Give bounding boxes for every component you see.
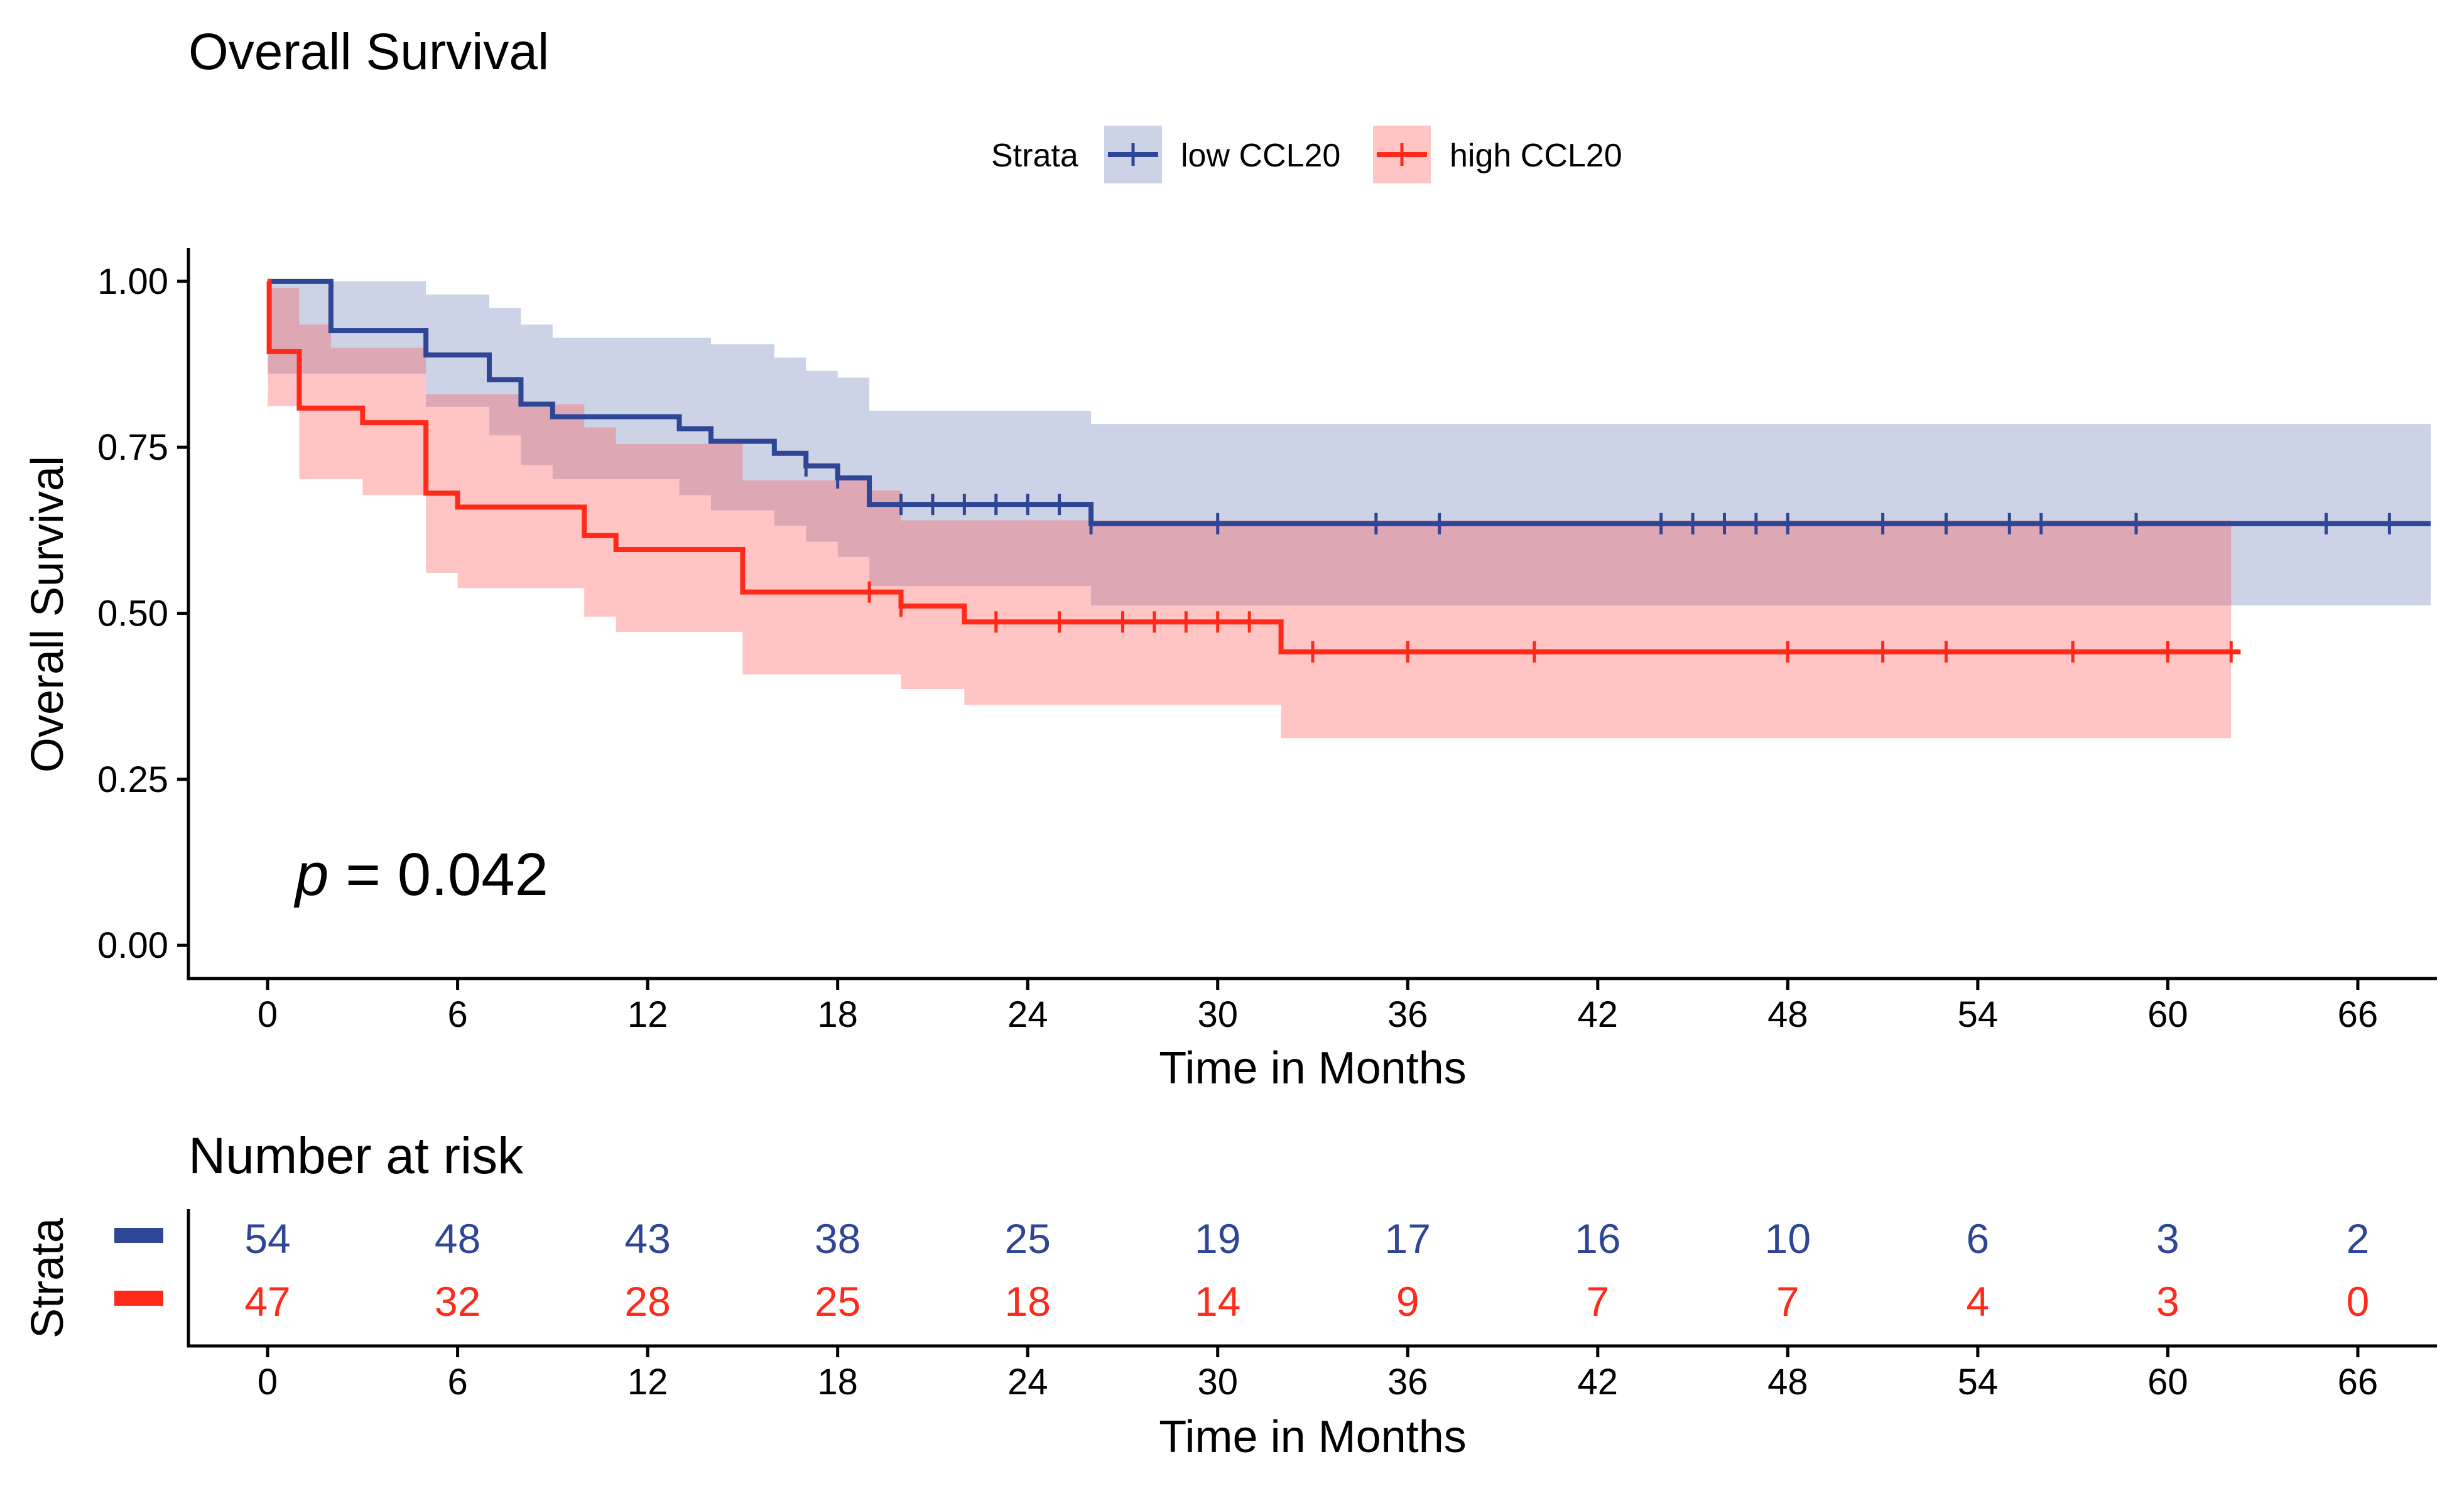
confidence-bands: [268, 281, 2431, 739]
x-tick-label: 42: [1578, 994, 1619, 1035]
survival-line-low-ccl20: [268, 278, 2431, 526]
legend: Strata low CCL20 high CCL20: [991, 126, 1622, 183]
legend-label-low-ccl20: low CCL20: [1181, 138, 1340, 174]
risk-value-high-ccl20: 25: [815, 1278, 860, 1325]
risk-x-ticks: 0 6 12 18 24 30 36 42 48 54 60 66: [258, 1346, 2378, 1402]
x-tick-label: 36: [1387, 994, 1428, 1035]
risk-value-low-ccl20: 10: [1765, 1215, 1811, 1262]
risk-value-low-ccl20: 17: [1385, 1215, 1431, 1262]
y-tick-label: 1.00: [97, 261, 168, 302]
x-tick-label: 48: [1767, 1362, 1808, 1402]
x-tick-label: 36: [1387, 1362, 1428, 1402]
risk-value-high-ccl20: 7: [1586, 1278, 1609, 1325]
p-value-symbol: p: [293, 841, 328, 908]
risk-value-low-ccl20: 48: [435, 1215, 480, 1262]
x-tick-label: 54: [1958, 994, 1999, 1035]
x-tick-label: 18: [817, 1362, 858, 1402]
risk-value-high-ccl20: 0: [2347, 1278, 2370, 1325]
y-tick-label: 0.50: [97, 594, 168, 634]
risk-value-low-ccl20: 19: [1195, 1215, 1240, 1262]
y-tick-label: 0.00: [97, 925, 168, 966]
x-tick-label: 6: [447, 1362, 467, 1402]
y-tick-label: 0.75: [97, 427, 168, 468]
risk-value-high-ccl20: 3: [2156, 1278, 2179, 1325]
risk-y-axis-title: Strata: [23, 1217, 73, 1338]
x-tick-label: 12: [627, 994, 668, 1035]
x-tick-label: 30: [1197, 994, 1238, 1035]
risk-value-high-ccl20: 18: [1004, 1278, 1050, 1325]
x-tick-label: 60: [2147, 1362, 2188, 1402]
x-tick-label: 60: [2147, 994, 2188, 1035]
x-tick-label: 66: [2338, 994, 2379, 1035]
survival-curves: [266, 278, 2431, 654]
risk-x-axis-title: Time in Months: [1159, 1412, 1466, 1462]
risk-value-high-ccl20: 9: [1396, 1278, 1419, 1325]
x-tick-label: 0: [258, 994, 278, 1035]
x-tick-label: 54: [1958, 1362, 1999, 1402]
risk-value-low-ccl20: 6: [1967, 1215, 1990, 1262]
risk-key-low-ccl20: [114, 1228, 163, 1243]
risk-value-high-ccl20: 32: [435, 1278, 480, 1325]
risk-strata-keys: [114, 1228, 163, 1306]
x-tick-label: 0: [258, 1362, 278, 1402]
x-tick-label: 66: [2338, 1362, 2379, 1402]
risk-value-high-ccl20: 28: [624, 1278, 670, 1325]
x-tick-label: 6: [447, 994, 467, 1035]
x-tick-label: 48: [1767, 994, 1808, 1035]
x-tick-label: 18: [817, 994, 858, 1035]
chart-title: Overall Survival: [188, 23, 549, 80]
risk-value-low-ccl20: 38: [815, 1215, 860, 1262]
risk-value-low-ccl20: 54: [244, 1215, 290, 1262]
risk-value-low-ccl20: 16: [1575, 1215, 1620, 1262]
p-value-annotation: p = 0.042: [293, 841, 548, 908]
risk-value-high-ccl20: 14: [1195, 1278, 1240, 1325]
y-ticks: 0.00 0.25 0.50 0.75 1.00: [97, 261, 188, 966]
x-tick-label: 24: [1007, 994, 1048, 1035]
y-tick-label: 0.25: [97, 759, 168, 800]
x-ticks: 0 6 12 18 24 30 36 42 48 54 60 66: [258, 979, 2378, 1035]
risk-key-high-ccl20: [114, 1291, 163, 1306]
x-tick-label: 24: [1007, 1362, 1048, 1402]
risk-value-high-ccl20: 4: [1967, 1278, 1990, 1325]
risk-values: 54 48 43 38 25 19 17 16 10 6 3 247 32 28 25 18 14 9 7 7 4 3 0: [244, 1215, 2369, 1325]
x-tick-label: 12: [627, 1362, 668, 1402]
x-tick-label: 42: [1578, 1362, 1619, 1402]
risk-value-high-ccl20: 7: [1776, 1278, 1799, 1325]
survival-line-high-ccl20: [266, 278, 2241, 654]
risk-value-low-ccl20: 43: [624, 1215, 670, 1262]
x-axis-title: Time in Months: [1159, 1043, 1466, 1093]
x-tick-label: 30: [1197, 1362, 1238, 1402]
censor-marks: [804, 455, 2391, 663]
p-value-text: = 0.042: [328, 841, 548, 908]
ci-band-high-ccl20: [268, 288, 2232, 739]
risk-value-low-ccl20: 2: [2347, 1215, 2370, 1262]
risk-table-axes: [187, 1209, 2437, 1348]
legend-title: Strata: [991, 138, 1078, 174]
legend-label-high-ccl20: high CCL20: [1450, 138, 1622, 174]
risk-value-low-ccl20: 3: [2156, 1215, 2179, 1262]
risk-value-low-ccl20: 25: [1004, 1215, 1050, 1262]
risk-table-title: Number at risk: [188, 1127, 524, 1185]
y-axis-title: Overall Survival: [23, 456, 73, 773]
risk-value-high-ccl20: 47: [244, 1278, 290, 1325]
